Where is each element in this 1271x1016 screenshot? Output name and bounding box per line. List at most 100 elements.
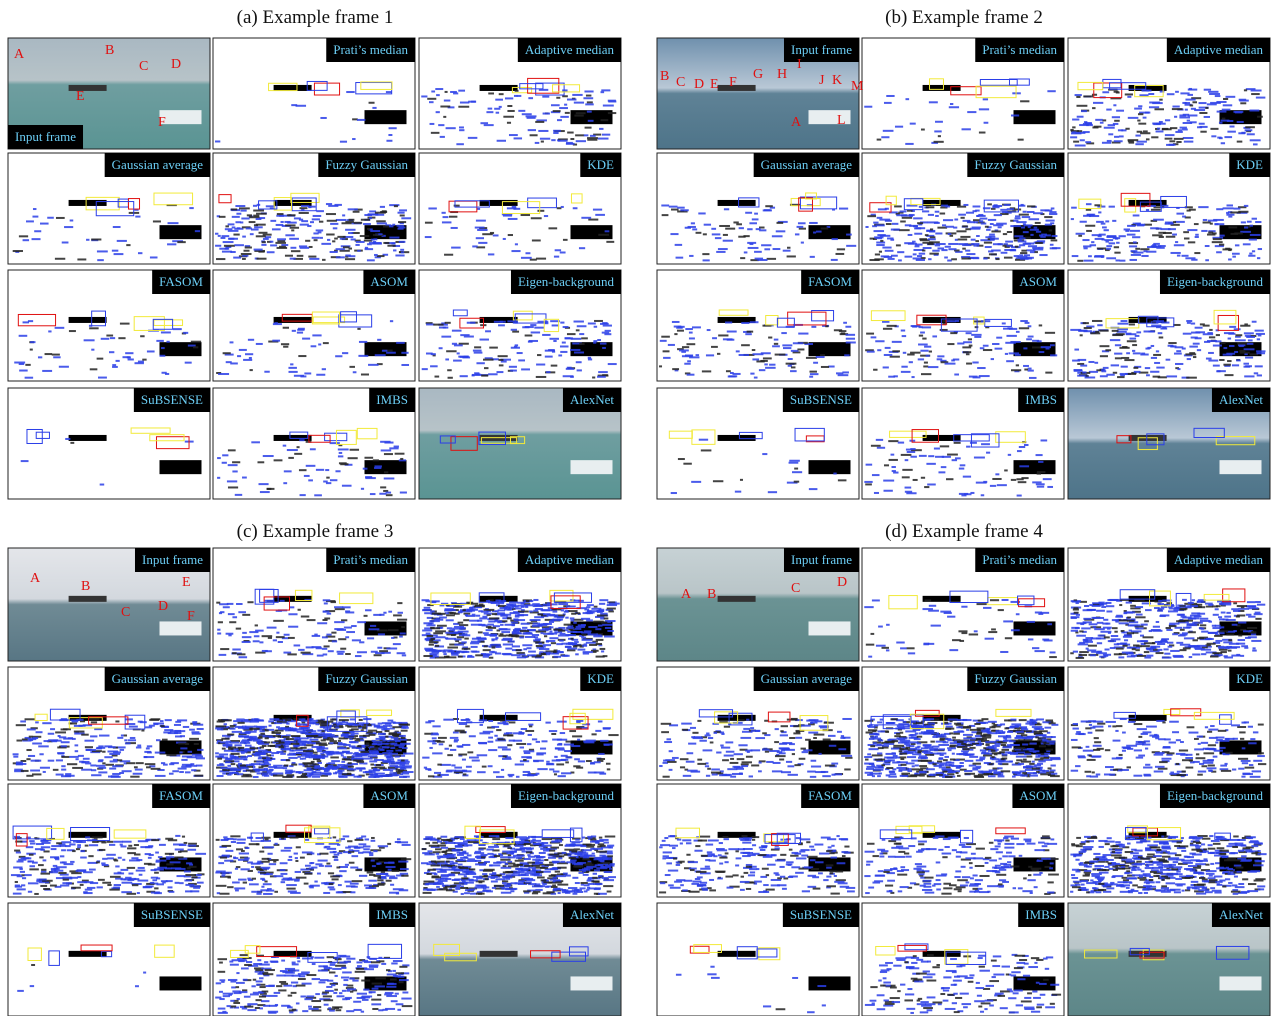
speckle — [500, 768, 505, 771]
speckle — [990, 358, 994, 361]
speckle — [164, 725, 169, 728]
speckle — [901, 365, 908, 368]
speckle — [54, 885, 62, 888]
speckle — [712, 480, 724, 483]
speckle — [1234, 244, 1240, 247]
speckle — [402, 771, 414, 774]
detection-box — [553, 592, 593, 603]
speckle — [561, 654, 570, 657]
speckle — [269, 745, 276, 748]
speckle — [30, 842, 36, 845]
speckle — [1092, 107, 1096, 110]
speckle — [1139, 94, 1149, 97]
speckle — [706, 329, 711, 332]
speckle — [77, 844, 81, 847]
label-box — [517, 548, 621, 572]
speckle — [216, 215, 221, 218]
speckle — [1138, 122, 1147, 125]
speckle — [183, 331, 189, 334]
detection-box — [273, 197, 292, 211]
speckle — [343, 765, 354, 768]
detection-box — [308, 434, 331, 443]
tile: Gaussian average — [7, 152, 211, 265]
speckle — [378, 747, 383, 750]
speckle — [462, 769, 468, 772]
speckle — [228, 746, 237, 749]
speckle — [592, 640, 598, 643]
speckle — [1112, 371, 1118, 374]
speckle — [543, 635, 548, 638]
speckle — [899, 229, 910, 232]
speckle — [1256, 338, 1261, 341]
speckle — [1021, 249, 1027, 252]
speckle — [560, 758, 569, 761]
speckle — [1145, 138, 1150, 141]
annotation-letter: H — [777, 67, 787, 82]
speckle — [457, 650, 468, 653]
speckle — [26, 749, 32, 752]
speckle — [571, 638, 579, 641]
speckle — [1208, 90, 1219, 93]
speckle — [324, 773, 331, 776]
speckle — [873, 221, 879, 224]
speckle — [1091, 234, 1102, 237]
speckle — [1082, 371, 1087, 374]
speckle — [1155, 227, 1162, 230]
speckle — [296, 730, 306, 733]
speckle — [580, 624, 586, 627]
speckle — [516, 94, 522, 97]
speckle — [306, 718, 313, 721]
speckle — [602, 655, 608, 658]
speckle — [162, 763, 168, 766]
speckle — [323, 737, 329, 740]
speckle — [301, 204, 310, 207]
speckle — [525, 604, 534, 607]
speckle — [888, 375, 895, 378]
speckle — [368, 729, 378, 732]
speckle — [340, 647, 347, 650]
speckle — [392, 223, 396, 226]
detection-box — [1146, 317, 1175, 328]
speckle — [313, 766, 321, 769]
detection-box — [85, 196, 120, 211]
speckle — [980, 222, 987, 225]
speckle — [575, 612, 581, 615]
speckle — [1165, 221, 1173, 224]
tile: Eigen-background — [1067, 269, 1271, 382]
speckle — [596, 759, 604, 762]
speckle — [386, 755, 391, 758]
speckle — [1183, 231, 1189, 234]
speckle — [578, 599, 584, 602]
speckle — [341, 760, 346, 763]
speckle — [586, 604, 594, 607]
tile-label: Eigen-background — [1167, 274, 1264, 289]
speckle — [77, 876, 82, 879]
detection-box — [543, 318, 560, 333]
speckle — [1022, 210, 1027, 213]
speckle — [390, 736, 399, 739]
detection-box — [339, 592, 374, 605]
speckle — [511, 631, 520, 634]
speckle — [370, 230, 381, 233]
speckle — [440, 763, 451, 766]
speckle — [232, 652, 237, 655]
speckle — [1153, 206, 1165, 209]
speckle — [1049, 243, 1054, 246]
speckle — [522, 326, 530, 329]
speckle — [370, 650, 378, 653]
speckle — [533, 609, 539, 612]
speckle — [89, 882, 99, 885]
speckle — [429, 639, 434, 642]
label-box — [1018, 388, 1064, 412]
speckle — [217, 728, 224, 731]
speckle — [173, 723, 181, 726]
speckle — [341, 222, 352, 225]
speckle — [450, 634, 456, 637]
speckle — [459, 624, 469, 627]
speckle — [249, 737, 257, 740]
speckle — [871, 474, 880, 477]
speckle — [234, 757, 243, 760]
speckle — [561, 772, 572, 775]
speckle — [550, 642, 557, 645]
speckle — [275, 729, 284, 732]
